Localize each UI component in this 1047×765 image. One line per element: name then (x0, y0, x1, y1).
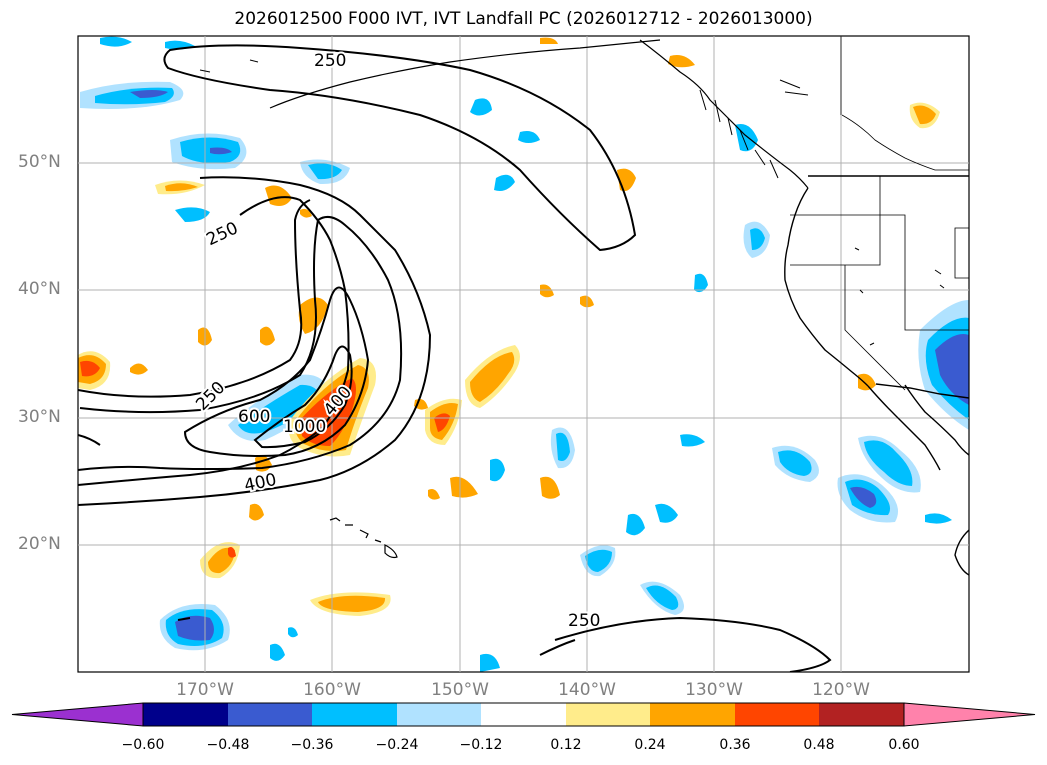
lat-label: 50°N (18, 152, 61, 172)
lon-label: 130°W (685, 680, 743, 700)
coastlines (199, 36, 969, 576)
contour-labels: 250 250 250 600 1000 400 400 250 (190, 49, 602, 633)
colorbar-tick-label: −0.60 (121, 737, 165, 753)
map-title: 2026012500 F000 IVT, IVT Landfall PC (20… (234, 9, 813, 29)
lat-label: 20°N (18, 534, 61, 554)
negative-anomaly-regions (80, 36, 969, 672)
colorbar-extend-low (11, 702, 144, 727)
colorbar-tick-label: 0.24 (634, 737, 666, 753)
lon-label: 140°W (558, 680, 616, 700)
colorbar-segment (481, 703, 566, 726)
shaded-anomaly-layer (78, 36, 969, 672)
lon-label: 120°W (812, 680, 870, 700)
colorbar-tick-label: −0.36 (290, 737, 334, 753)
colorbar (11, 702, 1036, 727)
lat-label: 40°N (18, 279, 61, 299)
colorbar-segment (143, 703, 228, 726)
colorbar-segment (312, 703, 397, 726)
contour-label: 250 (203, 218, 241, 250)
colorbar-segment (228, 703, 312, 726)
colorbar-tick-label: 0.12 (550, 737, 582, 753)
colorbar-outline (142, 702, 905, 727)
lon-label: 170°W (176, 680, 234, 700)
contour-label: 400 (242, 470, 278, 496)
gridlines (78, 36, 969, 672)
colorbar-tick-label: 0.36 (719, 737, 751, 753)
ivt-contours (78, 44, 832, 672)
lat-label: 30°N (18, 407, 61, 427)
contour-label: 250 (568, 611, 600, 631)
colorbar-segment (397, 703, 481, 726)
colorbar-tick-label: −0.48 (206, 737, 250, 753)
lon-label: 150°W (431, 680, 489, 700)
colorbar-tick-label: −0.12 (459, 737, 503, 753)
colorbar-segment (566, 703, 650, 726)
colorbar-tick-label: 0.48 (803, 737, 835, 753)
colorbar-tick-label: −0.24 (375, 737, 419, 753)
colorbar-segment (650, 703, 735, 726)
contour-label: 1000 (283, 417, 326, 437)
map-frame (77, 35, 970, 673)
colorbar-segment (735, 703, 819, 726)
colorbar-segment (819, 703, 904, 726)
lon-label: 160°W (303, 680, 361, 700)
colorbar-extend-high (903, 702, 1036, 727)
contour-label: 250 (314, 51, 346, 71)
contour-label: 600 (238, 407, 270, 427)
positive-anomaly-regions (78, 37, 940, 616)
colorbar-tick-label: 0.60 (888, 737, 920, 753)
